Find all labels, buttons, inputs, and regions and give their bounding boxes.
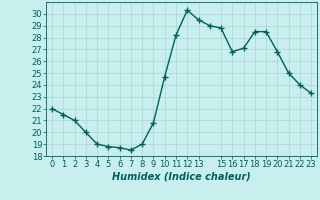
X-axis label: Humidex (Indice chaleur): Humidex (Indice chaleur) <box>112 172 251 182</box>
